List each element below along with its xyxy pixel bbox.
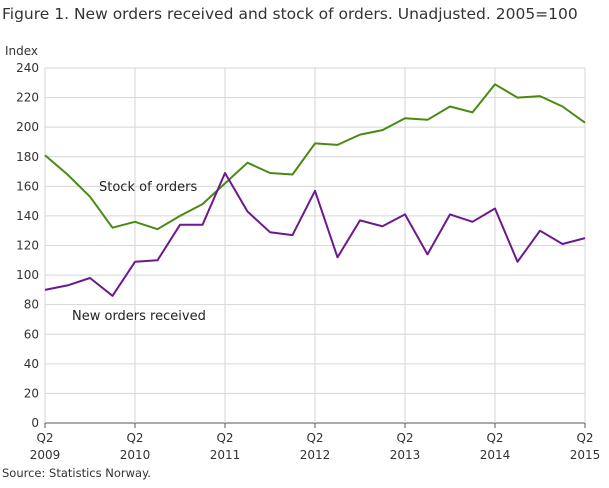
source-note: Source: Statistics Norway. xyxy=(2,466,151,480)
y-tick-label: 0 xyxy=(31,416,39,430)
x-tick-year: 2012 xyxy=(300,448,331,462)
x-tick-year: 2013 xyxy=(390,448,421,462)
x-tick-quarter: Q2 xyxy=(396,431,413,445)
x-tick-year: 2014 xyxy=(480,448,511,462)
y-tick-label: 60 xyxy=(24,327,39,341)
y-tick-label: 180 xyxy=(16,150,39,164)
y-tick-label: 160 xyxy=(16,179,39,193)
x-axis-ticks: Q2 2009 Q2 2010 Q2 2011 Q2 2012 Q2 2013 Q2 2014 Q2 20… xyxy=(30,431,601,462)
x-tick-year: 2015 xyxy=(570,448,601,462)
y-tick-label: 220 xyxy=(16,91,39,105)
y-axis-ticks: 0 20 40 60 80 100 120 140 160 180 200 220 240 xyxy=(16,61,39,430)
x-tick-quarter: Q2 xyxy=(576,431,593,445)
x-tick-year: 2011 xyxy=(210,448,241,462)
y-tick-label: 80 xyxy=(24,298,39,312)
series-label-stock-of-orders: Stock of orders xyxy=(99,180,197,195)
series-line-new-orders-received xyxy=(44,172,586,297)
x-tick-quarter: Q2 xyxy=(36,431,53,445)
x-tick-year: 2009 xyxy=(30,448,61,462)
x-tick-quarter: Q2 xyxy=(126,431,143,445)
series-label-new-orders-received: New orders received xyxy=(72,309,206,324)
chart-title: Figure 1. New orders received and stock … xyxy=(2,5,578,23)
y-tick-label: 120 xyxy=(16,239,39,253)
y-tick-label: 20 xyxy=(24,386,39,400)
x-tick-year: 2010 xyxy=(120,448,151,462)
gridlines xyxy=(44,67,586,428)
y-tick-label: 140 xyxy=(16,209,39,223)
y-tick-label: 200 xyxy=(16,120,39,134)
y-tick-label: 40 xyxy=(24,357,39,371)
x-tick-quarter: Q2 xyxy=(306,431,323,445)
series-lines xyxy=(44,83,586,297)
series-line-stock-of-orders xyxy=(44,83,586,231)
y-axis-label: Index xyxy=(5,44,38,58)
y-tick-label: 100 xyxy=(16,268,39,282)
x-tick-quarter: Q2 xyxy=(486,431,503,445)
x-tick-quarter: Q2 xyxy=(216,431,233,445)
y-tick-label: 240 xyxy=(16,61,39,75)
